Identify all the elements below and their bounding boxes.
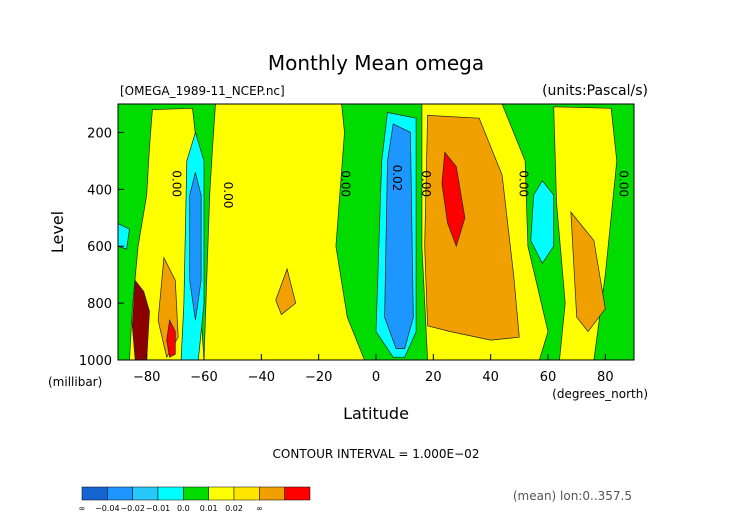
colorbar-bin	[132, 486, 159, 501]
y-axis-units: (millibar)	[48, 375, 102, 389]
x-tick-label: −20	[305, 370, 332, 385]
x-tick-label: 40	[482, 370, 499, 385]
colorbar-bin	[208, 486, 235, 501]
contour-orange-region-c	[275, 267, 297, 316]
colorbar-label: ∞	[79, 504, 86, 513]
y-tick-label: 800	[87, 297, 112, 312]
x-axis-units: (degrees_north)	[552, 387, 648, 401]
colorbar: ∞ −0.04 −0.02 −0.01 0.0 0.01 0.02 ∞	[79, 486, 311, 513]
contour-field	[117, 103, 635, 361]
colorbar-label: ∞	[256, 504, 263, 513]
contour-labels: 0.00 0.00 0.00 0.02 0.00 0.00 0.00	[169, 165, 630, 209]
colorbar-label: 0.01	[200, 504, 218, 513]
colorbar-bin	[157, 486, 184, 501]
units-label: (units:Pascal/s)	[542, 83, 648, 99]
contour-blue-region-a	[189, 172, 202, 321]
contour-label: 0.00	[169, 170, 183, 197]
colorbar-bin	[284, 486, 311, 501]
colorbar-bin	[81, 486, 108, 501]
contour-red-region-south	[166, 319, 176, 358]
colorbar-bin	[107, 486, 133, 501]
chart-title: Monthly Mean omega	[268, 51, 484, 75]
x-tick-label: 20	[425, 370, 442, 385]
contour-orange-region-b	[570, 211, 606, 333]
x-tick-label: −80	[133, 370, 160, 385]
x-tick-label: 80	[597, 370, 614, 385]
contour-cyan-region-c	[530, 180, 555, 264]
contour-label: 0.00	[339, 170, 353, 197]
x-tick-label: −60	[190, 370, 217, 385]
y-axis: 200 400 600 800 1000	[79, 126, 124, 369]
contour-label: 0.00	[516, 170, 530, 197]
colorbar-bin	[183, 486, 209, 501]
colorbar-label: 0.0	[177, 504, 190, 513]
file-label: [OMEGA_1989-11_NCEP.nc]	[120, 84, 285, 98]
colorbar-bin	[233, 486, 260, 501]
y-tick-label: 600	[87, 240, 112, 255]
colorbar-label: −0.02	[120, 504, 145, 513]
x-tick-label: 60	[540, 370, 557, 385]
x-axis-label: Latitude	[343, 404, 409, 423]
colorbar-label: 0.02	[225, 504, 243, 513]
colorbar-label: −0.01	[146, 504, 171, 513]
x-tick-label: −40	[248, 370, 275, 385]
contour-label: 0.00	[617, 170, 631, 197]
contour-interval: CONTOUR INTERVAL = 1.000E−02	[273, 447, 480, 461]
contour-blue-region-b	[384, 123, 414, 349]
x-axis: −80 −60 −40 −20 0 20 40 60 80	[133, 354, 614, 385]
y-tick-label: 200	[87, 126, 112, 141]
y-tick-label: 400	[87, 183, 112, 198]
y-tick-label: 1000	[79, 354, 112, 369]
contour-red-region-main	[441, 151, 466, 248]
contour-label: 0.00	[221, 182, 235, 209]
subset-text: (mean) lon:0..357.5	[513, 489, 632, 503]
x-tick-label: 0	[372, 370, 380, 385]
contour-label: 0.02	[390, 165, 404, 192]
contour-label: 0.00	[419, 170, 433, 197]
colorbar-bin	[259, 486, 285, 501]
colorbar-label: −0.04	[95, 504, 120, 513]
y-axis-label: Level	[48, 211, 67, 253]
